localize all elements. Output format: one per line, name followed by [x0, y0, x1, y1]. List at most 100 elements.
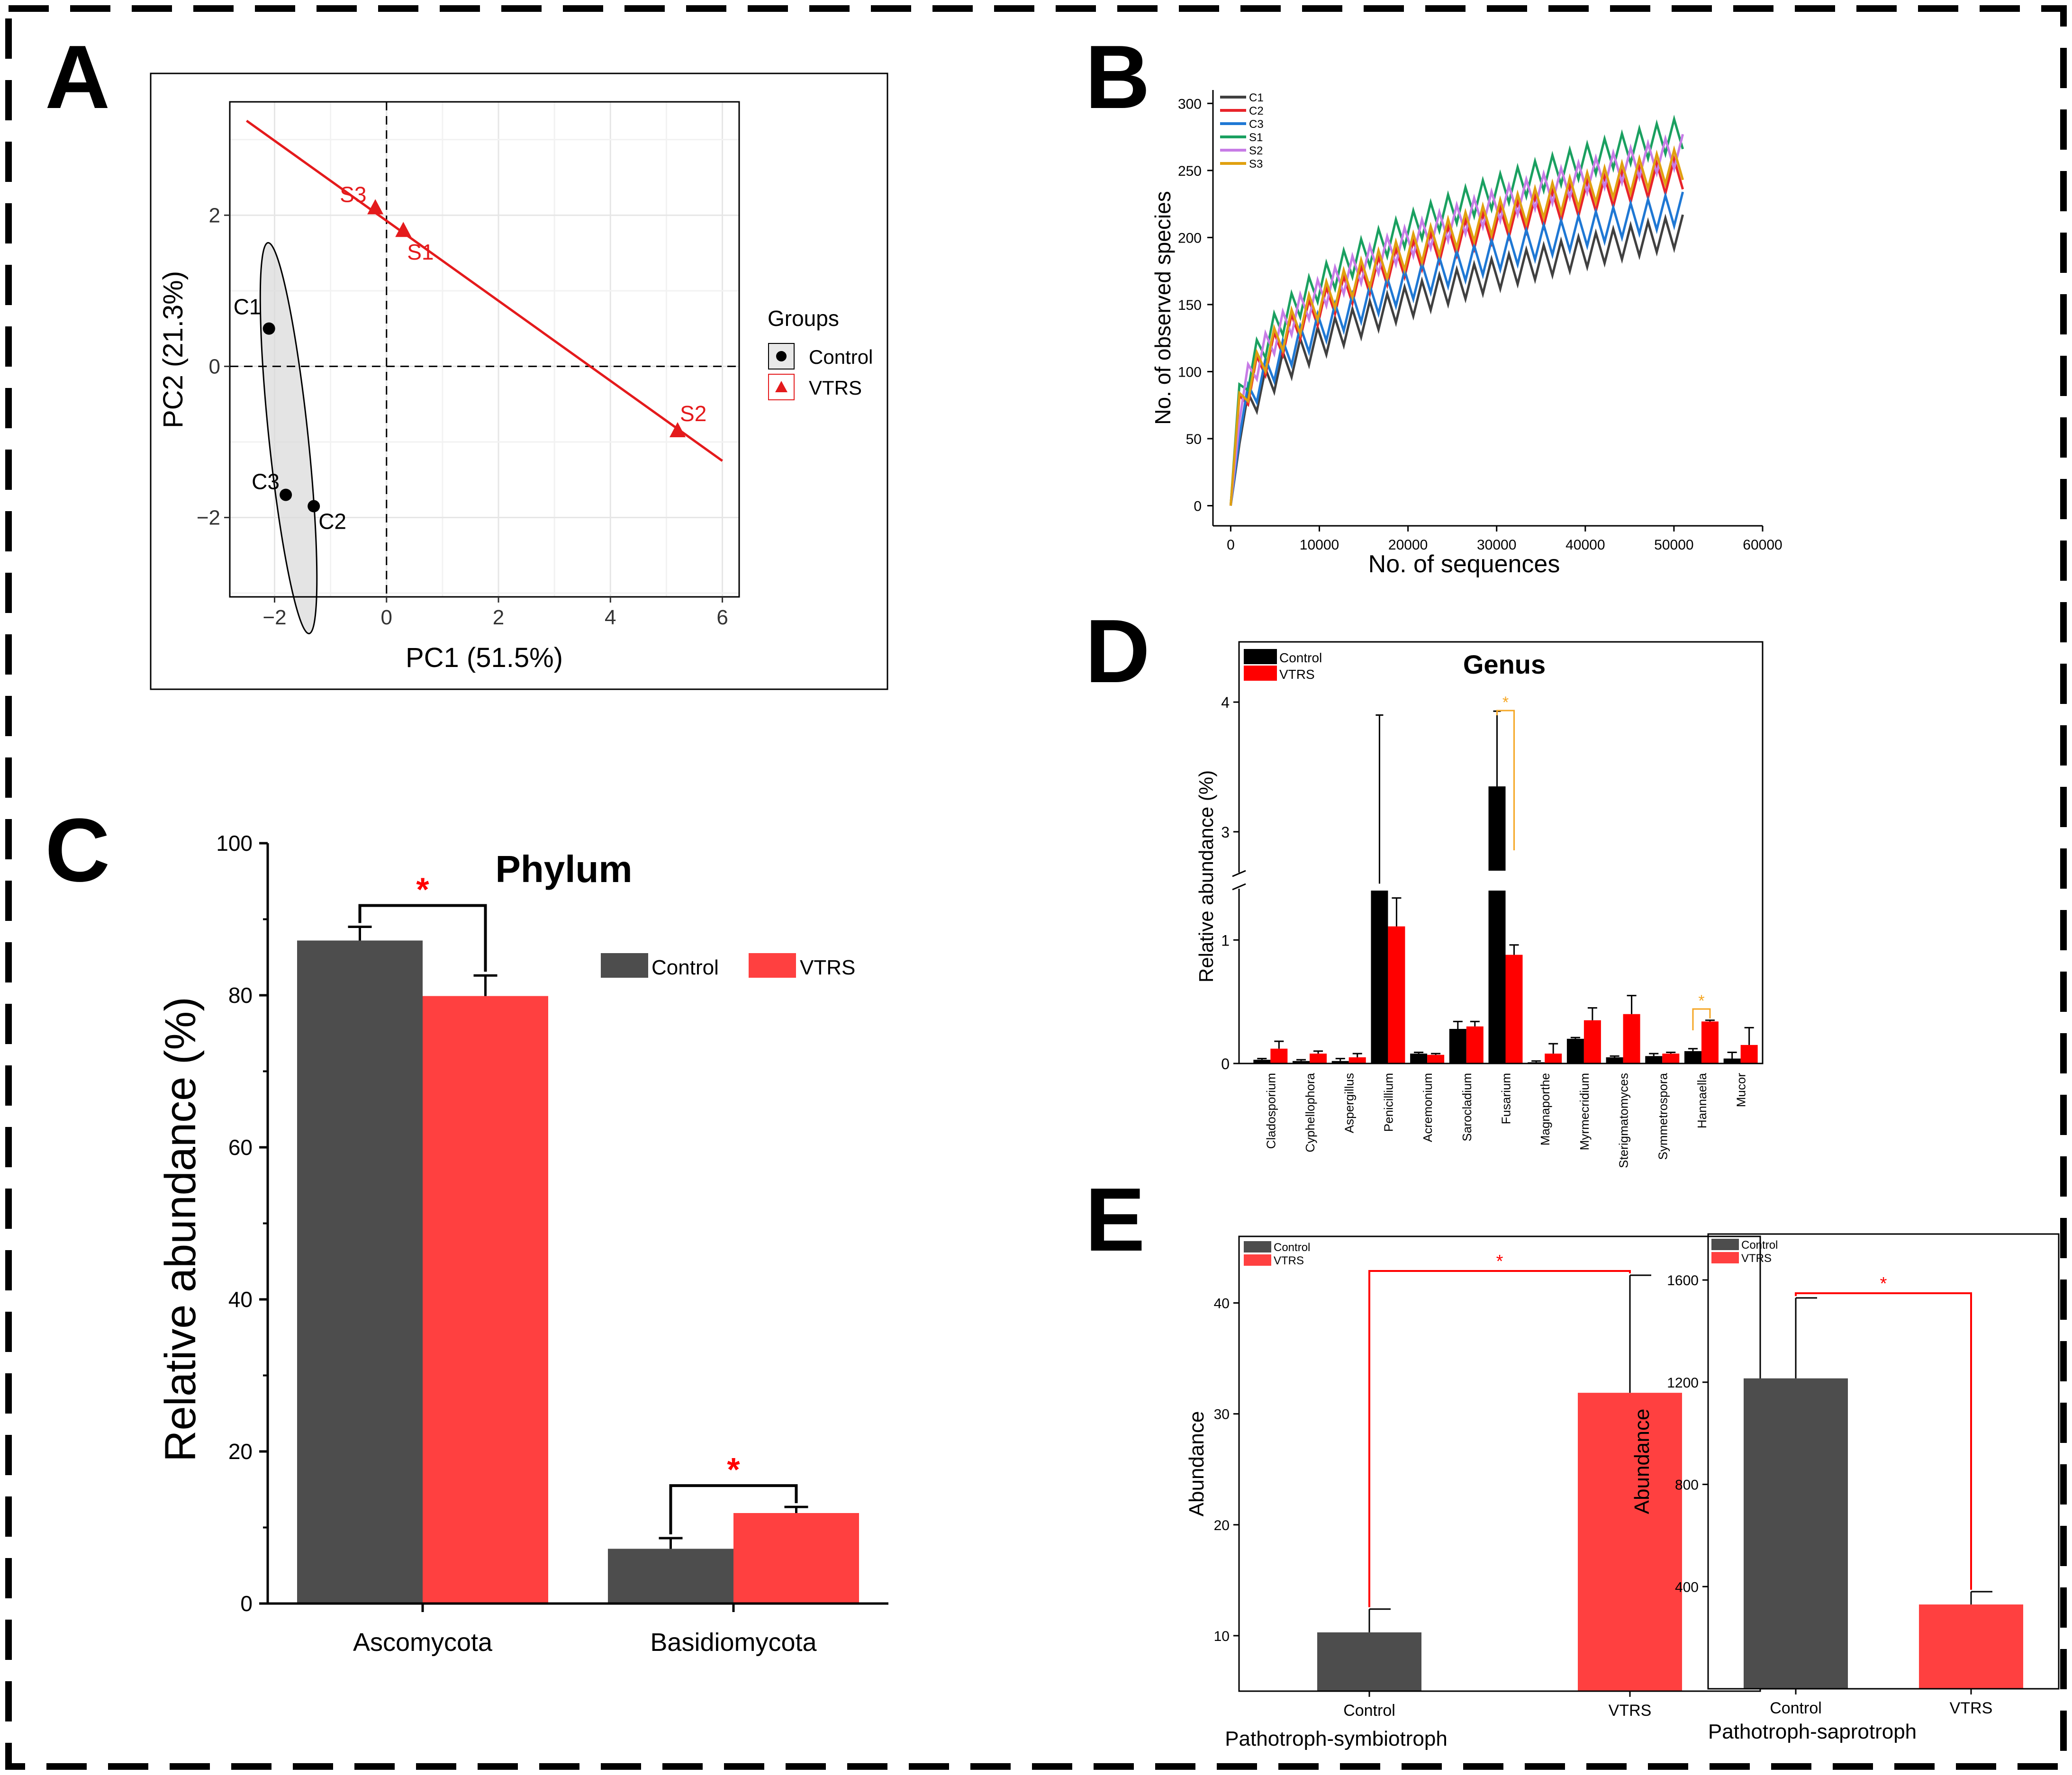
y-tick-label: 1 [1221, 932, 1230, 949]
bar-aspergillus-control [1331, 1061, 1349, 1063]
panel-a-ylabel: PC2 (21.3%) [158, 271, 189, 428]
panel-c-legend-control: Control [651, 956, 719, 979]
panel-e1-ylabel: Abundance [1185, 1411, 1208, 1517]
bar-cladosporium-vtrs [1270, 1048, 1288, 1063]
category-label-control: Control [1343, 1702, 1395, 1720]
category-label-magnaporthe: Magnaporthe [1538, 1073, 1552, 1145]
bar-penicillium-control-lower [1371, 891, 1388, 1063]
significance-star: * [1698, 992, 1704, 1010]
y-tick-label: 2 [209, 204, 220, 227]
rarefaction-curve-s3 [1229, 145, 1684, 506]
significance-bracket [1496, 710, 1515, 850]
panel-e2-legend-control: Control [1741, 1239, 1778, 1252]
axis-break-gap [1234, 873, 1244, 889]
panel-a-plot-frame [229, 101, 740, 598]
bar-control [1317, 1632, 1421, 1691]
panel-c-title: Phylum [496, 848, 633, 890]
bar-fusarium-control-upper [1488, 786, 1506, 871]
legend-marker-vtrs [775, 381, 787, 392]
legend-swatch-control [1244, 649, 1277, 664]
point-label-s2: S2 [680, 401, 706, 426]
panel-d-title: Genus [1463, 649, 1546, 679]
y-tick-label: 0 [1221, 1055, 1230, 1072]
panel-d-genus: Cladosporium Cyphellophora Aspergillus Peni… [1195, 641, 1764, 1168]
rarefaction-curve-s1 [1229, 114, 1684, 506]
bar-penicillium-vtrs [1388, 926, 1405, 1063]
panel-a-legend-control: Control [809, 346, 873, 368]
panel-e2-legend-vtrs: VTRS [1741, 1252, 1772, 1265]
point-label-c3: C3 [252, 469, 280, 494]
bar-sterigmatomyces-control [1606, 1057, 1623, 1063]
panel-b-ylabel: No. of observed species [1150, 191, 1175, 425]
panel-b-xlabel: No. of sequences [1368, 550, 1560, 578]
y-tick-label: 30 [1214, 1407, 1230, 1423]
panel-e2-legend: Control VTRS [1711, 1239, 1778, 1265]
category-label-ascomycota: Ascomycota [353, 1628, 493, 1657]
panel-a-legend-vtrs: VTRS [809, 377, 862, 399]
y-tick-label: 100 [216, 831, 253, 856]
y-tick-label: 40 [228, 1287, 253, 1312]
category-label-acremonium: Acremonium [1421, 1073, 1435, 1142]
category-label-hannaella: Hannaella [1695, 1072, 1709, 1128]
legend-swatch-vtrs [749, 953, 796, 978]
plot-frame [1707, 1233, 2060, 1690]
y-tick-label: 1200 [1667, 1375, 1699, 1391]
panel-c-legend: Control VTRS [601, 953, 855, 979]
bar-ascomycota-control [297, 940, 423, 1604]
bar-sarocladium-control [1449, 1029, 1466, 1063]
category-label-sarocladium: Sarocladium [1460, 1073, 1474, 1142]
significance-bracket [669, 1484, 798, 1534]
y-tick-label: 250 [1178, 163, 1202, 179]
legend-swatch-control [601, 953, 648, 978]
legend-swatch-vtrs [1244, 1254, 1271, 1266]
bar-myrmecridium-control [1566, 1038, 1584, 1063]
dashed-frame [5, 5, 2067, 1770]
category-label-vtrs: VTRS [1609, 1702, 1652, 1720]
point-s3 [367, 199, 384, 215]
bar-control [1744, 1378, 1848, 1689]
point-label-s3: S3 [340, 182, 366, 207]
y-tick-label: 40 [1214, 1296, 1230, 1311]
significance-star: * [1496, 1252, 1503, 1271]
panel-a-legend-title: Groups [768, 306, 839, 331]
bar-mucor-vtrs [1740, 1045, 1758, 1063]
significance-bracket [1795, 1292, 1972, 1590]
bar-magnaporthe-vtrs [1545, 1054, 1562, 1063]
legend-label-s1: S1 [1249, 131, 1263, 144]
category-label-mucor: Mucor [1734, 1073, 1748, 1108]
x-tick-label: 0 [1227, 537, 1235, 553]
significance-star: * [416, 871, 429, 908]
confidence-ellipse-control [259, 242, 318, 635]
bar-symmetrospora-control [1645, 1056, 1663, 1063]
point-c2 [308, 500, 320, 513]
bar-hannaella-control [1684, 1051, 1701, 1063]
x-tick-label: 20000 [1388, 537, 1428, 553]
category-label-fusarium: Fusarium [1499, 1073, 1513, 1124]
x-tick-label: 0 [381, 606, 392, 629]
y-tick-label: 150 [1178, 297, 1202, 313]
legend-swatch-control [1244, 1241, 1271, 1252]
panel-b-rarefaction: 0 10000 20000 30000 40000 50000 60000 0 50 100 150… [1150, 90, 1782, 578]
significance-bracket [358, 904, 487, 972]
bar-sterigmatomyces-vtrs [1623, 1014, 1640, 1063]
bar-fusarium-control-lower [1488, 891, 1506, 1063]
y-tick-label: 3 [1221, 824, 1230, 841]
x-tick-label: 10000 [1300, 537, 1339, 553]
legend-swatch-control [1711, 1239, 1739, 1250]
panel-letter-e: E [1085, 1170, 1145, 1270]
y-tick-label: 20 [228, 1439, 253, 1464]
plot-frame [1238, 641, 1764, 1064]
bar-basidiomycota-vtrs [733, 1513, 859, 1604]
significance-star: * [1502, 694, 1509, 712]
bar-vtrs [1578, 1393, 1682, 1691]
panel-c-phylum: * Ascomycota * Basidiomycota 0 20 40 60 80 100 P… [156, 831, 888, 1657]
bar-cyphellophora-control [1293, 1061, 1310, 1063]
y-tick-label: 0 [209, 355, 220, 378]
axis-break-mark [1232, 870, 1246, 877]
legend-label-c2: C2 [1249, 105, 1264, 117]
y-tick-label: 50 [1186, 432, 1202, 447]
panel-a-xlabel: PC1 (51.5%) [406, 642, 563, 673]
